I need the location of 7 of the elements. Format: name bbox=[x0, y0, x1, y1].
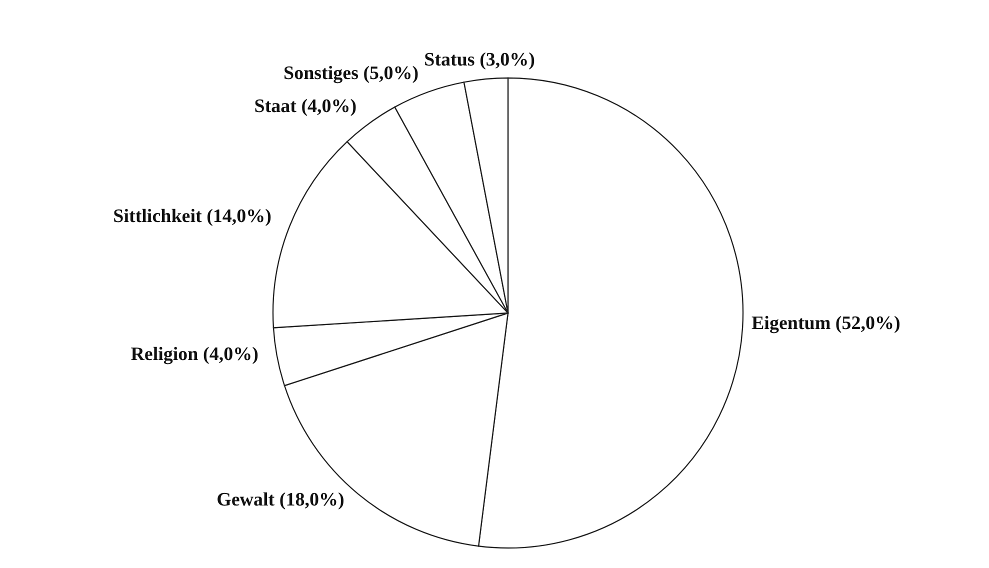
slice-label: Status (3,0%) bbox=[424, 50, 535, 71]
slice-label: Sittlichkeit (14,0%) bbox=[113, 206, 272, 227]
slice-label: Eigentum (52,0%) bbox=[752, 313, 900, 334]
slice-label: Sonstiges (5,0%) bbox=[284, 63, 419, 84]
slice-label: Gewalt (18,0%) bbox=[216, 489, 344, 510]
slice-label: Staat (4,0%) bbox=[254, 96, 357, 118]
slice-label: Religion (4,0%) bbox=[130, 344, 258, 366]
